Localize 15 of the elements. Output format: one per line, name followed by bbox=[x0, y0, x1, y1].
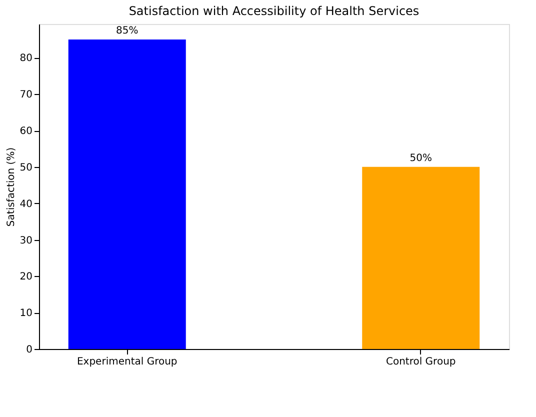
y-tick-label: 60 bbox=[20, 126, 32, 138]
x-tick-label: Control Group bbox=[386, 356, 456, 368]
y-tick-label: 30 bbox=[20, 235, 32, 246]
y-tick-label: 50 bbox=[20, 162, 32, 174]
data-label: 50% bbox=[410, 152, 432, 164]
y-tick-label: 70 bbox=[20, 90, 32, 101]
y-tick-label: 20 bbox=[20, 272, 32, 283]
y-tick-label: 0 bbox=[26, 344, 32, 356]
y-axis-title: Satisfaction (%) bbox=[6, 147, 17, 227]
x-tick-label: Experimental Group bbox=[76, 356, 178, 368]
data-label: 85% bbox=[116, 25, 138, 36]
y-tick-label: 40 bbox=[20, 198, 32, 210]
y-tick-label: 10 bbox=[20, 308, 32, 320]
chart-title: Satisfaction with Accessibility of Health Services bbox=[128, 4, 420, 18]
y-tick-label: 80 bbox=[20, 53, 32, 64]
